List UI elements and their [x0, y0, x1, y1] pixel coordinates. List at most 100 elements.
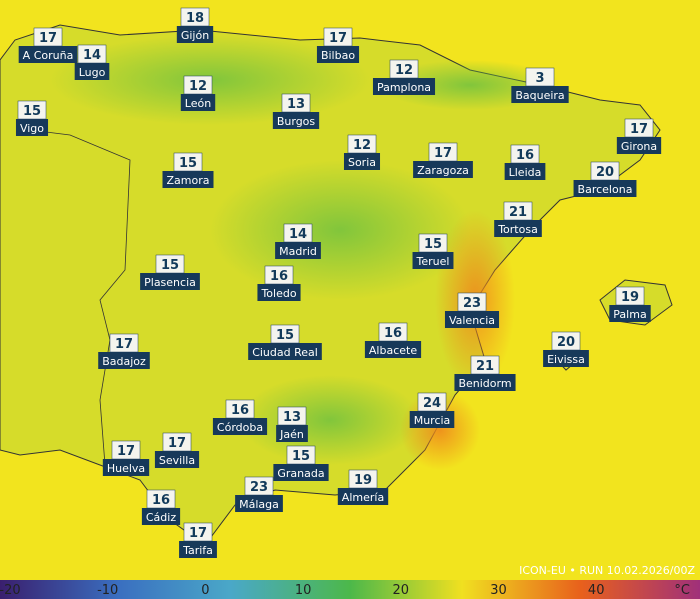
- city-box: [409, 411, 455, 428]
- temperature: 20: [557, 335, 575, 350]
- city-box: [235, 495, 283, 512]
- city-box: [15, 119, 49, 136]
- city-box: [141, 508, 181, 525]
- city-name: Vigo: [20, 122, 44, 135]
- city-box: [616, 137, 662, 154]
- city-box: [372, 78, 436, 95]
- city-box: [179, 541, 217, 558]
- city-box: [609, 305, 651, 322]
- city-name: Toledo: [260, 287, 296, 300]
- city-name: León: [185, 97, 211, 110]
- city-name: Zaragoza: [417, 164, 469, 177]
- cool-area: [210, 160, 470, 300]
- temperature: 14: [289, 227, 307, 242]
- city-box: [364, 341, 422, 358]
- city-name: Zamora: [167, 174, 210, 187]
- temperature: 17: [39, 31, 57, 46]
- colorbar-tick: 10: [295, 583, 312, 598]
- city-name: Bilbao: [321, 49, 355, 62]
- city-name: Jaén: [279, 428, 304, 441]
- temperature: 15: [161, 258, 179, 273]
- city-name: Tortosa: [497, 223, 538, 236]
- city-box: [140, 273, 200, 290]
- city-name: Girona: [621, 140, 657, 153]
- temperature: 13: [287, 97, 305, 112]
- city-name: Barcelona: [578, 183, 633, 196]
- city-name: Plasencia: [144, 276, 196, 289]
- temperature: 19: [354, 473, 372, 488]
- city-name: Baqueira: [515, 89, 564, 102]
- city-box: [413, 161, 473, 178]
- colorbar: [0, 580, 700, 599]
- temperature: 20: [596, 165, 614, 180]
- city-box: [248, 343, 322, 360]
- temperature: 23: [250, 480, 268, 495]
- city-box: [257, 284, 301, 301]
- temperature: 15: [424, 237, 442, 252]
- temperature: 16: [152, 493, 170, 508]
- city-box: [154, 451, 200, 468]
- city-box: [272, 112, 320, 129]
- city-box: [504, 163, 546, 180]
- temperature: 17: [630, 122, 648, 137]
- city-box: [275, 242, 321, 259]
- cool-area: [240, 375, 420, 465]
- city-name: Sevilla: [159, 454, 195, 467]
- city-name: Huelva: [107, 462, 145, 475]
- city-box: [276, 425, 308, 442]
- temperature: 12: [353, 138, 371, 153]
- city-name: Valencia: [449, 314, 495, 327]
- city-name: Almería: [342, 491, 384, 504]
- city-box: [102, 459, 150, 476]
- city-name: Benidorm: [458, 377, 511, 390]
- city-name: Soria: [348, 156, 376, 169]
- city-name: Ciudad Real: [252, 346, 318, 359]
- temperature: 17: [115, 337, 133, 352]
- model-run: ICON-EU • RUN 10.02.2026/00Z: [519, 564, 695, 577]
- city-name: Albacete: [369, 344, 417, 357]
- temperature: 15: [179, 156, 197, 171]
- temperature: 16: [384, 326, 402, 341]
- city-box: [494, 220, 542, 237]
- colorbar-unit: °C: [674, 583, 690, 598]
- border: [29, 129, 131, 466]
- temperature: 13: [283, 410, 301, 425]
- temperature: 17: [117, 444, 135, 459]
- city-name: Palma: [613, 308, 646, 321]
- temperature: 12: [395, 63, 413, 78]
- city-name: Tarifa: [182, 544, 213, 557]
- city-name: Cádiz: [146, 511, 176, 524]
- city-name: Eivissa: [547, 353, 585, 366]
- colorbar-tick: 0: [201, 583, 209, 598]
- city-name: Burgos: [277, 115, 316, 128]
- city-name: Gijón: [181, 29, 209, 42]
- temperature: 16: [270, 269, 288, 284]
- city-box: [337, 488, 389, 505]
- city-box: [18, 46, 78, 63]
- city-box: [316, 46, 360, 63]
- city-box: [454, 374, 516, 391]
- city-box: [176, 26, 214, 43]
- temperature: 16: [231, 403, 249, 418]
- city-name: A Coruña: [23, 49, 74, 62]
- colorbar-tick: -20: [0, 583, 21, 598]
- temperature: 17: [434, 146, 452, 161]
- temperature: 21: [476, 359, 494, 374]
- temperature: 16: [516, 148, 534, 163]
- city-name: Córdoba: [217, 421, 263, 434]
- temperature: 17: [168, 436, 186, 451]
- city-name: Granada: [277, 467, 324, 480]
- city-name: Lleida: [509, 166, 542, 179]
- city-box: [98, 352, 150, 369]
- city-box: [573, 180, 637, 197]
- colorbar-tick: 40: [588, 583, 605, 598]
- city-name: Madrid: [279, 245, 317, 258]
- colorbar-tick: 30: [490, 583, 507, 598]
- city-name: Málaga: [239, 498, 279, 511]
- city-name: Murcia: [414, 414, 451, 427]
- city-box: [212, 418, 268, 435]
- temperature: 18: [186, 11, 204, 26]
- colorbar-tick: 20: [393, 583, 410, 598]
